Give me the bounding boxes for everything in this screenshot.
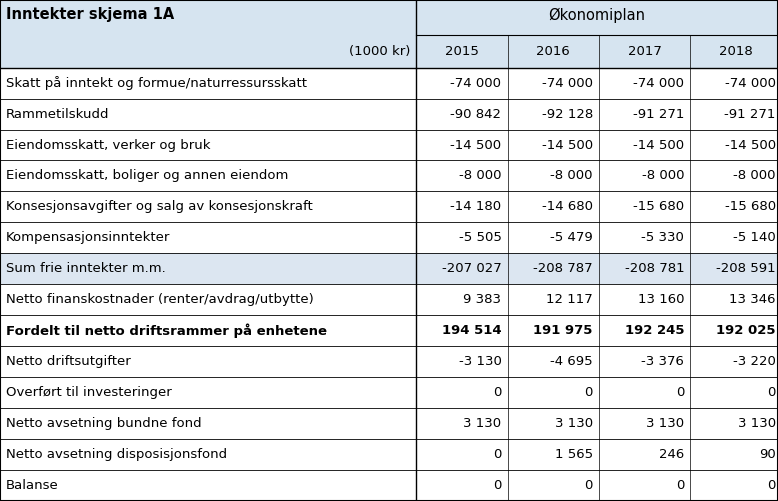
Text: 0: 0 <box>493 479 501 492</box>
Text: -208 781: -208 781 <box>625 263 685 276</box>
Text: 2015: 2015 <box>445 45 479 58</box>
Text: -15 680: -15 680 <box>724 200 776 213</box>
Text: Netto avsetning disposisjonsfond: Netto avsetning disposisjonsfond <box>6 448 227 461</box>
Bar <box>0 315 778 346</box>
Text: Netto finanskostnader (renter/avdrag/utbytte): Netto finanskostnader (renter/avdrag/utb… <box>6 293 314 306</box>
Text: -14 500: -14 500 <box>633 138 685 151</box>
Text: -208 787: -208 787 <box>533 263 593 276</box>
Bar <box>0 377 778 408</box>
Text: 0: 0 <box>676 479 685 492</box>
Text: -14 500: -14 500 <box>541 138 593 151</box>
Bar <box>0 439 778 470</box>
Text: -5 479: -5 479 <box>550 231 593 244</box>
Text: -4 695: -4 695 <box>550 355 593 368</box>
Text: -8 000: -8 000 <box>550 169 593 182</box>
Text: -5 505: -5 505 <box>458 231 501 244</box>
Text: Overført til investeringer: Overført til investeringer <box>6 386 172 399</box>
Text: -3 130: -3 130 <box>458 355 501 368</box>
Text: 3 130: 3 130 <box>555 417 593 430</box>
Text: Rammetilskudd: Rammetilskudd <box>6 108 110 121</box>
Text: -5 140: -5 140 <box>733 231 776 244</box>
Text: 1 565: 1 565 <box>555 448 593 461</box>
Text: Netto avsetning bundne fond: Netto avsetning bundne fond <box>6 417 202 430</box>
Text: 0: 0 <box>584 386 593 399</box>
Text: -8 000: -8 000 <box>459 169 501 182</box>
Text: -74 000: -74 000 <box>724 77 776 90</box>
Bar <box>0 99 778 130</box>
Bar <box>0 68 778 99</box>
Text: -74 000: -74 000 <box>541 77 593 90</box>
Text: 2017: 2017 <box>628 45 662 58</box>
Text: Økonomiplan: Økonomiplan <box>548 8 646 24</box>
Text: -91 271: -91 271 <box>633 108 685 121</box>
Text: Inntekter skjema 1A: Inntekter skjema 1A <box>6 7 174 22</box>
Text: -91 271: -91 271 <box>724 108 776 121</box>
Text: -8 000: -8 000 <box>642 169 685 182</box>
Text: -3 220: -3 220 <box>733 355 776 368</box>
Text: 12 117: 12 117 <box>546 293 593 306</box>
Text: 192 245: 192 245 <box>625 324 685 337</box>
Text: -90 842: -90 842 <box>450 108 501 121</box>
Text: 191 975: 191 975 <box>534 324 593 337</box>
Text: 0: 0 <box>767 479 776 492</box>
Text: 192 025: 192 025 <box>717 324 776 337</box>
Text: 90: 90 <box>759 448 776 461</box>
Bar <box>0 254 778 285</box>
Text: Eiendomsskatt, verker og bruk: Eiendomsskatt, verker og bruk <box>6 138 211 151</box>
Bar <box>0 130 778 160</box>
Text: Skatt på inntekt og formue/naturressursskatt: Skatt på inntekt og formue/naturressurss… <box>6 76 307 90</box>
Text: -14 500: -14 500 <box>450 138 501 151</box>
Bar <box>0 346 778 377</box>
Text: -74 000: -74 000 <box>633 77 685 90</box>
Text: 0: 0 <box>767 386 776 399</box>
Text: 13 160: 13 160 <box>638 293 685 306</box>
Text: 2018: 2018 <box>720 45 753 58</box>
Text: 2016: 2016 <box>537 45 570 58</box>
Text: Konsesjonsavgifter og salg av konsesjonskraft: Konsesjonsavgifter og salg av konsesjons… <box>6 200 313 213</box>
Text: 9 383: 9 383 <box>464 293 501 306</box>
Bar <box>0 285 778 315</box>
Text: 0: 0 <box>584 479 593 492</box>
Bar <box>0 470 778 501</box>
Text: 13 346: 13 346 <box>729 293 776 306</box>
Text: 246: 246 <box>659 448 685 461</box>
Text: 3 130: 3 130 <box>738 417 776 430</box>
Text: 3 130: 3 130 <box>463 417 501 430</box>
Bar <box>0 191 778 222</box>
Text: -3 376: -3 376 <box>641 355 685 368</box>
Text: -15 680: -15 680 <box>633 200 685 213</box>
Text: Fordelt til netto driftsrammer på enhetene: Fordelt til netto driftsrammer på enhete… <box>6 324 328 338</box>
Text: Balanse: Balanse <box>6 479 59 492</box>
Bar <box>0 0 778 68</box>
Text: -14 180: -14 180 <box>450 200 501 213</box>
Text: (1000 kr): (1000 kr) <box>349 45 410 58</box>
Text: 0: 0 <box>493 448 501 461</box>
Text: Netto driftsutgifter: Netto driftsutgifter <box>6 355 131 368</box>
Text: 0: 0 <box>676 386 685 399</box>
Text: -14 500: -14 500 <box>724 138 776 151</box>
Bar <box>0 408 778 439</box>
Text: -14 680: -14 680 <box>541 200 593 213</box>
Text: -5 330: -5 330 <box>641 231 685 244</box>
Text: 3 130: 3 130 <box>646 417 685 430</box>
Bar <box>0 222 778 254</box>
Text: -92 128: -92 128 <box>541 108 593 121</box>
Text: -74 000: -74 000 <box>450 77 501 90</box>
Text: 194 514: 194 514 <box>442 324 501 337</box>
Text: -207 027: -207 027 <box>442 263 501 276</box>
Text: -208 591: -208 591 <box>716 263 776 276</box>
Text: Kompensasjonsinntekter: Kompensasjonsinntekter <box>6 231 170 244</box>
Text: -8 000: -8 000 <box>733 169 776 182</box>
Text: Eiendomsskatt, boliger og annen eiendom: Eiendomsskatt, boliger og annen eiendom <box>6 169 289 182</box>
Bar <box>0 160 778 191</box>
Text: Sum frie inntekter m.m.: Sum frie inntekter m.m. <box>6 263 166 276</box>
Text: 0: 0 <box>493 386 501 399</box>
